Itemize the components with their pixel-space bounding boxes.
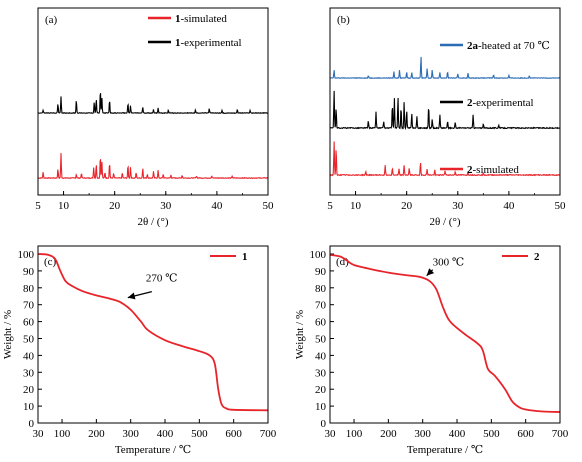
x-tick-label: 300 [414, 428, 431, 440]
x-tick-label: 600 [225, 428, 242, 440]
plot-frame [37, 245, 269, 424]
y-tick-label: 40 [23, 350, 35, 362]
y-tick-label: 30 [315, 367, 327, 379]
y-tick-label: 40 [315, 350, 327, 362]
series-line-1 [37, 253, 269, 412]
panel-d: 30 100 200 300 400 500 600 700 0 10 20 30 40 50 60 70 80… [294, 249, 569, 456]
x-tick-label: 500 [483, 428, 500, 440]
y-tick-label: 0 [29, 418, 35, 430]
x-tick-label: 30 [160, 200, 172, 212]
x-tick-label: 20 [401, 200, 413, 212]
y-tick-label: 100 [310, 249, 327, 261]
x-tick-label: 400 [449, 428, 466, 440]
x-tick-label: 400 [157, 428, 174, 440]
x-tick-label: 200 [380, 428, 397, 440]
plot-frame [329, 245, 561, 424]
y-tick-label: 0 [321, 418, 327, 430]
legend-label-bold: 1 [175, 13, 181, 25]
x-tick-label: 50 [263, 200, 275, 212]
legend-label: 1-simulated [175, 13, 227, 25]
y-tick-label: 60 [315, 317, 327, 329]
y-tick-label: 90 [23, 266, 35, 278]
legend-label: 1-experimental [175, 37, 242, 49]
legend-label-bold: 2 [467, 164, 473, 176]
panel-label: (c) [44, 256, 57, 268]
series-line-2 [329, 253, 561, 413]
annotation-arrow-head [426, 268, 435, 276]
y-tick-label: 70 [23, 300, 35, 312]
x-tick-label: 700 [260, 428, 277, 440]
x-tick-label: 30 [33, 428, 45, 440]
panel-c: 30 100 200 300 400 500 600 700 0 10 20 30 40 50 60 70 80… [2, 249, 277, 456]
x-tick-label: 5 [327, 200, 333, 212]
y-tick-label: 80 [315, 283, 327, 295]
legend-label-bold: 1 [175, 37, 181, 49]
legend-label: 2-simulated [467, 164, 519, 176]
x-tick-label: 600 [517, 428, 534, 440]
legend-label: 2 [534, 251, 540, 263]
y-axis-label: Weight / % [2, 310, 14, 359]
x-tick-label: 100 [54, 428, 71, 440]
x-axis-label: Temperature / ℃ [407, 444, 483, 456]
annotation-label: 270 ℃ [146, 273, 178, 285]
x-axis-label: 2θ / (°) [137, 216, 168, 228]
legend-label: 2-experimental [467, 97, 534, 109]
legend-label: 1 [242, 251, 248, 263]
x-tick-label: 30 [325, 428, 337, 440]
x-tick-label: 300 [122, 428, 139, 440]
series-line-1-experimental [37, 93, 269, 115]
series-line-2-simulated [329, 141, 561, 177]
y-tick-label: 90 [315, 266, 327, 278]
x-tick-label: 5 [35, 200, 41, 212]
x-tick-label: 30 [452, 200, 464, 212]
legend-label: 2a-heated at 70 ℃ [467, 40, 550, 52]
x-axis-label: Temperature / ℃ [115, 444, 191, 456]
legend-label-bold: 2a [467, 40, 479, 52]
y-tick-label: 20 [23, 384, 35, 396]
y-tick-label: 30 [23, 367, 35, 379]
panel-label: (b) [337, 14, 350, 26]
y-axis-label: Weight / % [294, 310, 306, 359]
series-line-2a-heated-at-70- [329, 56, 561, 80]
y-tick-label: 70 [315, 300, 327, 312]
y-tick-label: 10 [23, 401, 35, 413]
y-tick-label: 50 [23, 334, 35, 346]
x-tick-label: 100 [346, 428, 363, 440]
annotation-label: 300 ℃ [433, 257, 465, 269]
legend-label-rest: -heated at 70 ℃ [478, 40, 550, 52]
legend-label-rest: -simulated [181, 13, 228, 25]
panel-label: (a) [45, 14, 58, 26]
x-tick-label: 20 [109, 200, 121, 212]
x-tick-label: 40 [503, 200, 515, 212]
annotation-arrow-head [127, 292, 136, 300]
y-tick-label: 20 [315, 384, 327, 396]
y-tick-label: 50 [315, 334, 327, 346]
plot-frame [329, 7, 561, 196]
series-line-2-experimental [329, 90, 561, 130]
x-tick-label: 700 [552, 428, 569, 440]
y-tick-label: 60 [23, 317, 35, 329]
x-tick-label: 500 [191, 428, 208, 440]
plot-frame [37, 7, 269, 196]
y-tick-label: 80 [23, 283, 35, 295]
x-tick-label: 10 [350, 200, 362, 212]
x-tick-label: 200 [88, 428, 105, 440]
x-tick-label: 40 [211, 200, 223, 212]
legend-label-rest: -experimental [181, 37, 242, 49]
series-line-1-simulated [37, 153, 269, 180]
x-tick-label: 10 [58, 200, 70, 212]
legend-label-rest: -simulated [473, 164, 520, 176]
x-axis-label: 2θ / (°) [429, 216, 460, 228]
x-tick-label: 50 [555, 200, 567, 212]
y-tick-label: 100 [18, 249, 35, 261]
legend-label-rest: -experimental [473, 97, 534, 109]
legend-label-bold: 2 [467, 97, 473, 109]
y-tick-label: 10 [315, 401, 327, 413]
